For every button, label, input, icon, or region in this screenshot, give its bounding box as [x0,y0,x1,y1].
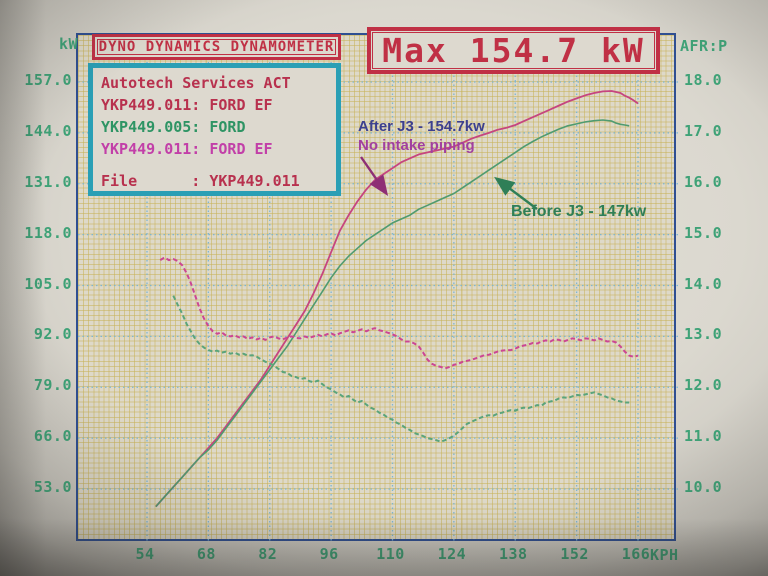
kw-tick-label: 118.0 [24,223,72,242]
afr-tick-label: 13.0 [684,325,723,344]
kph-tick-label: 152 [560,545,589,563]
kph-tick-label: 54 [135,545,155,563]
annotation-after-j3: After J3 - 154.7kw No intake piping [358,117,485,155]
annotation-line: No intake piping [358,137,475,154]
dyno-title-text: DYNO DYNAMICS DYNAMOMETER [98,39,335,55]
kw-axis-unit: kW [58,35,78,53]
afr-tick-label: 12.0 [684,376,723,395]
max-power-badge: Max 154.7 kW [367,27,660,74]
kph-tick-label: 110 [376,545,405,563]
afr-tick-label: 10.0 [684,478,723,496]
kph-tick-label: 166 [621,545,651,563]
kw-tick-label: 157.0 [24,71,72,89]
info-line: YKP449.005: FORD [101,118,246,136]
series-afr-3 [172,295,630,443]
kw-tick-label: 131.0 [24,172,72,191]
afr-tick-label: 14.0 [684,274,723,293]
info-line: Autotech Services ACT [101,74,291,92]
series-afr-2 [159,256,639,370]
max-power-text: Max 154.7 kW [382,31,645,70]
annotation-line: After J3 - 154.7kw [358,118,485,135]
kph-tick-label: 138 [498,545,528,563]
info-line: File : YKP449.011 [101,172,300,190]
kw-tick-label: 53.0 [33,478,72,496]
afr-tick-label: 11.0 [684,427,723,446]
afr-tick-label: 16.0 [684,172,723,191]
afr-tick-label: 17.0 [684,121,723,140]
run-info-box: Autotech Services ACT YKP449.011: FORD EF… [88,63,341,196]
afr-axis-unit: AFR:P [680,37,728,55]
info-line: YKP449.011: FORD EF [101,140,273,158]
kph-tick-label: 82 [258,545,278,563]
kw-tick-label: 79.0 [33,376,72,395]
kw-tick-label: 66.0 [33,427,72,446]
afr-tick-label: 15.0 [684,223,723,242]
kw-tick-label: 92.0 [33,325,72,344]
info-line: YKP449.011: FORD EF [101,96,273,114]
kw-tick-label: 144.0 [24,121,72,140]
kph-tick-label: 68 [196,545,216,563]
annotation-line: Before J3 - 147kw [511,203,647,220]
dyno-title-box: DYNO DYNAMICS DYNAMOMETER [92,34,341,60]
kph-tick-label: 96 [319,545,339,563]
kph-tick-label: 124 [437,545,467,563]
kw-tick-label: 105.0 [24,274,72,293]
afr-tick-label: 18.0 [684,71,723,89]
annotation-before-j3: Before J3 - 147kw [511,202,646,221]
